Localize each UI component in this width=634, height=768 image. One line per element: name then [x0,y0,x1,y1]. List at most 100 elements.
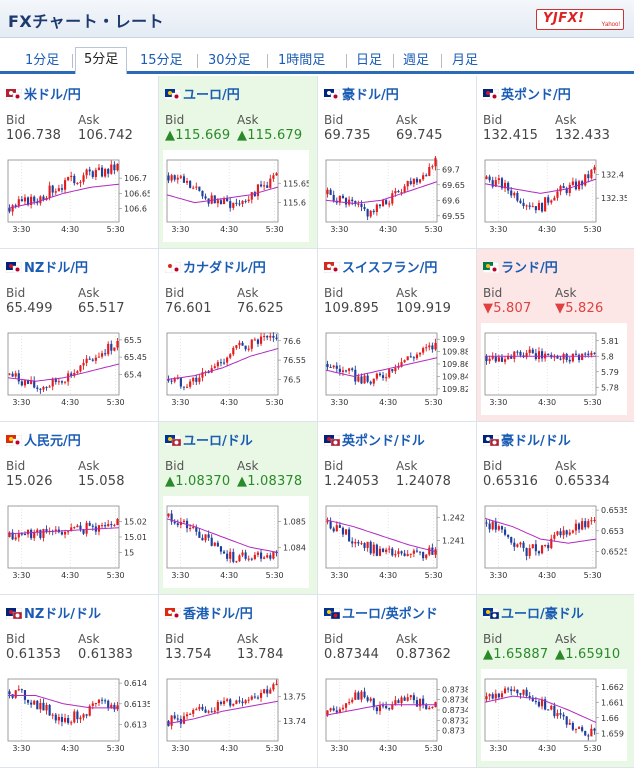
tab-weekly[interactable]: 週足 [403,53,430,68]
pair-name-link[interactable]: ユーロ/ドル [165,430,253,449]
mini-candlestick-chart[interactable]: 1.242 1.241 3:30 4:30 5:30 [322,496,468,588]
candle [422,175,425,180]
currency-pair-card[interactable]: 人民元/円 Bid Ask 15.026 15.058 15.02 15.01 15 3:30 4… [0,422,159,595]
pair-name-link[interactable]: 豪ドル/円 [324,84,399,103]
currency-pair-card[interactable]: ユーロ/ドル Bid Ask ▲1.08370 ▲1.08378 1.085 1.084 3:… [159,422,318,595]
mini-candlestick-chart[interactable]: 0.614 0.6135 0.613 3:30 4:30 5:30 [4,669,150,761]
pair-name-link[interactable]: 豪ドル/ドル [483,430,571,449]
tab-daily[interactable]: 日足 [356,53,383,68]
candle [403,186,406,193]
candle [100,167,104,177]
candle [385,377,388,379]
candle [434,549,437,555]
mini-candlestick-chart[interactable]: 132.4 132.35 3:30 4:30 5:30 [481,150,627,242]
mini-candlestick-chart[interactable]: 5.81 5.8 5.79 5.78 3:30 4:30 5:30 [481,323,627,415]
candle [338,368,341,372]
candle [275,173,278,176]
pair-name-link[interactable]: 人民元/円 [6,430,81,449]
tab-30min[interactable]: 30分足 [208,53,251,68]
x-tick-label: 5:30 [584,225,602,234]
x-tick-label: 4:30 [220,225,238,234]
mini-candlestick-chart[interactable]: 106.7 106.65 106.6 3:30 4:30 5:30 [4,150,150,242]
candle [418,352,422,355]
candle [107,169,110,174]
pair-name-link[interactable]: ランド/円 [483,257,558,276]
currency-pair-card[interactable]: スイスフラン/円 Bid Ask 109.895 109.919 109.9 109.88 1… [318,249,477,422]
mini-candlestick-chart[interactable]: 13.75 13.74 3:30 4:30 5:30 [163,669,309,761]
timeframe-tabs: 1分足 5分足 15分足 30分足 1時間足 日足 週足 月足 [0,38,634,74]
pair-name-link[interactable]: 英ポンド/円 [483,84,571,103]
currency-pair-card[interactable]: 香港ドル/円 Bid Ask 13.754 13.784 13.75 13.74 3:30 4:… [159,595,318,768]
candle [204,196,207,199]
pair-name-link[interactable]: ユーロ/英ポンド [324,603,438,622]
pair-name-link[interactable]: 英ポンド/ドル [324,430,425,449]
x-tick-label: 4:30 [538,225,556,234]
tab-1min[interactable]: 1分足 [25,53,60,68]
pair-name-link[interactable]: 米ドル/円 [6,84,81,103]
currency-pair-card[interactable]: 豪ドル/円 Bid Ask 69.735 69.745 69.7 69.65 69.6 69.5… [318,76,477,249]
mini-candlestick-chart[interactable]: 0.6535 0.653 0.6525 3:30 4:30 5:30 [481,496,627,588]
tab-1hour[interactable]: 1時間足 [278,53,326,68]
candle [363,207,366,210]
currency-pair-card[interactable]: ユーロ/英ポンド Bid Ask 0.87344 0.87362 0.8738 0.8736… [318,595,477,768]
currency-pair-card[interactable]: 米ドル/円 Bid Ask 106.738 106.742 106.7 106.65 106.… [0,76,159,249]
candle [332,365,335,368]
y-tick-label: 69.7 [442,165,460,174]
pair-name-link[interactable]: スイスフラン/円 [324,257,437,276]
currency-pair-card[interactable]: カナダドル/円 Bid Ask 76.601 76.625 76.6 76.55 76.5 3:… [159,249,318,422]
currency-pair-card[interactable]: ユーロ/豪ドル Bid Ask ▲1.65887 ▲1.65910 1.662 1.661 1… [477,595,634,768]
y-tick-label: 5.81 [601,337,619,346]
mini-candlestick-chart[interactable]: 109.9 109.88 109.86 109.84 109.82 3:30 4:30 5:3… [322,323,468,415]
mini-candlestick-chart[interactable]: 1.085 1.084 3:30 4:30 5:30 [163,496,309,588]
candle [210,195,213,204]
currency-pair-card[interactable]: 英ポンド/ドル Bid Ask 1.24053 1.24078 1.242 1.241 3:3… [318,422,477,595]
tab-5min[interactable]: 5分足 [75,47,128,74]
mini-candlestick-chart[interactable]: 115.65 115.6 3:30 4:30 5:30 [163,150,309,242]
candle [409,356,412,358]
pair-name-link[interactable]: ユーロ/円 [165,84,240,103]
pair-name-link[interactable]: NZドル/ドル [6,603,101,622]
y-tick-label: 109.84 [442,372,468,381]
candle [195,526,198,532]
candle [14,537,17,540]
candle [241,701,244,704]
x-tick-label: 3:30 [12,571,30,580]
candle [11,532,14,540]
mini-candlestick-chart[interactable]: 15.02 15.01 15 3:30 4:30 5:30 [4,496,150,588]
mini-candlestick-chart[interactable]: 1.662 1.661 1.66 1.659 3:30 4:30 5:30 [481,669,627,761]
candle [201,372,204,378]
candle [540,351,544,359]
tab-monthly[interactable]: 月足 [452,53,479,68]
candle [216,362,219,367]
candle [195,709,198,711]
candle [45,386,48,388]
currency-pair-card[interactable]: ユーロ/円 Bid Ask ▲115.669 ▲115.679 115.65 115.6 3:… [159,76,318,249]
pair-name-link[interactable]: NZドル/円 [6,257,88,276]
pair-name: 英ポンド/円 [501,88,571,103]
currency-pair-card[interactable]: 英ポンド/円 Bid Ask 132.415 132.433 132.4 132.35 3:3… [477,76,634,249]
ask-label: Ask [78,113,100,127]
candle [116,341,119,348]
currency-pair-card[interactable]: 豪ドル/ドル Bid Ask 0.65316 0.65334 0.6535 0.653 0.6… [477,422,634,595]
yjfx-logo[interactable]: YJFX! Yahoo! [536,9,624,30]
candle [63,180,67,190]
mini-candlestick-chart[interactable]: 76.6 76.55 76.5 3:30 4:30 5:30 [163,323,309,415]
candle [36,529,39,533]
candle [559,358,562,360]
mini-candlestick-chart[interactable]: 69.7 69.65 69.6 69.55 3:30 4:30 5:30 [322,150,468,242]
candle [406,356,409,361]
candle [329,189,332,195]
pair-name-link[interactable]: 香港ドル/円 [165,603,253,622]
currency-pair-card[interactable]: NZドル/ドル Bid Ask 0.61353 0.61383 0.614 0.6135 0.… [0,595,159,768]
candle [418,551,422,553]
currency-pair-card[interactable]: ランド/円 Bid Ask ▼5.807 ▼5.826 5.81 5.8 5.79 5.78 3:… [477,249,634,422]
tab-15min[interactable]: 15分足 [140,53,183,68]
candle [415,354,419,359]
pair-name-link[interactable]: カナダドル/円 [165,257,266,276]
mini-candlestick-chart[interactable]: 65.5 65.45 65.4 3:30 4:30 5:30 [4,323,150,415]
candle [351,199,354,202]
pair-name-link[interactable]: ユーロ/豪ドル [483,603,584,622]
candle [513,542,516,547]
currency-pair-card[interactable]: NZドル/円 Bid Ask 65.499 65.517 65.5 65.45 65.4 3:3… [0,249,159,422]
